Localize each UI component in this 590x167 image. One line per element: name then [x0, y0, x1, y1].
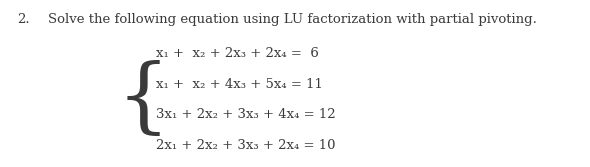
Text: 3x₁ + 2x₂ + 3x₃ + 4x₄ = 12: 3x₁ + 2x₂ + 3x₃ + 4x₄ = 12 [156, 108, 335, 121]
Text: 2.: 2. [17, 13, 30, 26]
Text: Solve the following equation using LU factorization with partial pivoting.: Solve the following equation using LU fa… [48, 13, 536, 26]
Text: x₁ +  x₂ + 4x₃ + 5x₄ = 11: x₁ + x₂ + 4x₃ + 5x₄ = 11 [156, 78, 323, 91]
Text: x₁ +  x₂ + 2x₃ + 2x₄ =  6: x₁ + x₂ + 2x₃ + 2x₄ = 6 [156, 47, 319, 60]
Text: {: { [116, 59, 169, 139]
Text: 2x₁ + 2x₂ + 3x₃ + 2x₄ = 10: 2x₁ + 2x₂ + 3x₃ + 2x₄ = 10 [156, 138, 335, 151]
